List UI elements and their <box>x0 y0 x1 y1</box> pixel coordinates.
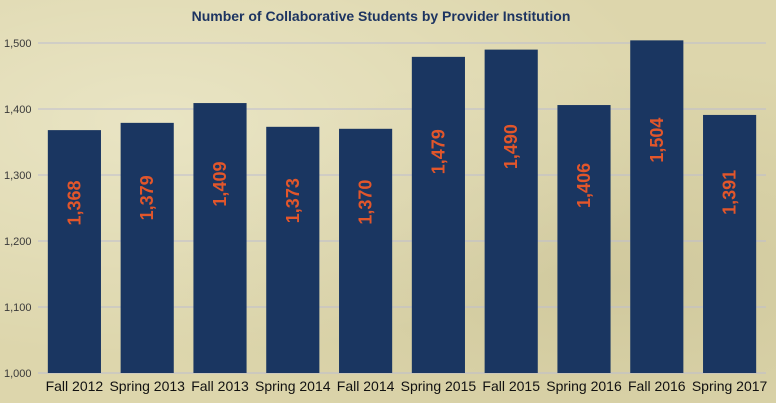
bar <box>703 114 757 373</box>
y-tick-label: 1,200 <box>4 236 32 248</box>
bar <box>193 103 247 373</box>
bar <box>339 128 393 373</box>
x-tick-label: Spring 2014 <box>255 378 331 394</box>
y-tick-label: 1,000 <box>4 368 32 380</box>
data-labels: 1,368 1,379 1,409 1,373 1,370 1,479 1,490 1,406… <box>64 118 739 226</box>
x-axis: Fall 2012 Spring 2013 Fall 2013 Spring 2014… <box>46 378 768 394</box>
bar <box>47 130 101 373</box>
x-tick-label: Fall 2014 <box>337 378 395 394</box>
data-label: 1,391 <box>720 170 740 215</box>
data-label: 1,504 <box>647 118 667 163</box>
y-tick-label: 1,300 <box>4 170 32 182</box>
data-label: 1,373 <box>283 178 303 223</box>
x-tick-label: Fall 2012 <box>46 378 104 394</box>
y-axis: 1,000 1,100 1,200 1,300 1,400 1,500 <box>4 38 32 380</box>
x-tick-label: Spring 2016 <box>546 378 622 394</box>
chart-title: Number of Collaborative Students by Prov… <box>192 8 571 24</box>
bar <box>630 40 684 374</box>
x-tick-label: Spring 2013 <box>109 378 185 394</box>
bar <box>266 126 320 373</box>
data-label: 1,479 <box>428 129 448 174</box>
bar <box>411 56 465 374</box>
x-tick-label: Fall 2015 <box>482 378 540 394</box>
x-tick-label: Spring 2017 <box>692 378 768 394</box>
bars <box>47 40 757 374</box>
data-label: 1,370 <box>356 180 376 225</box>
data-label: 1,409 <box>210 162 230 207</box>
data-label: 1,490 <box>501 124 521 169</box>
y-tick-label: 1,500 <box>4 38 32 50</box>
x-tick-label: Spring 2015 <box>401 378 477 394</box>
y-tick-label: 1,100 <box>4 302 32 314</box>
y-tick-label: 1,400 <box>4 104 32 116</box>
bar <box>484 49 538 373</box>
data-label: 1,406 <box>574 163 594 208</box>
x-tick-label: Fall 2016 <box>628 378 686 394</box>
bar <box>557 105 611 373</box>
x-tick-label: Fall 2013 <box>191 378 249 394</box>
bar <box>120 122 174 373</box>
data-label: 1,379 <box>137 175 157 220</box>
data-label: 1,368 <box>64 180 84 225</box>
